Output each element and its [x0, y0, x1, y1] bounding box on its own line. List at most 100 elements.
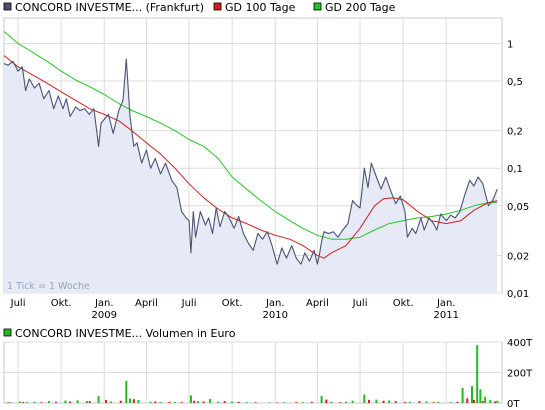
volume-bar-red — [325, 399, 328, 403]
volume-bar — [159, 402, 162, 403]
price-y-tick-label: 0,05 — [507, 202, 529, 213]
price-series-lines — [3, 31, 498, 265]
price-x-tick-label: Jan. — [265, 298, 285, 309]
price-x-year-label: 2011 — [434, 310, 459, 321]
volume-bar-red — [132, 399, 135, 403]
volume-bar-red — [223, 401, 226, 403]
legend-swatch-price — [3, 2, 12, 11]
volume-bar-red — [193, 400, 196, 403]
volume-bar-red — [168, 401, 171, 403]
volume-bar — [231, 401, 234, 403]
volume-bar — [174, 402, 176, 403]
price-y-tick-label: 0,02 — [507, 251, 529, 262]
price-x-tick-label: Jan. — [94, 298, 114, 309]
volume-bar — [97, 396, 100, 403]
price-y-tick-label: 0,1 — [507, 164, 523, 175]
volume-bar-red — [494, 401, 496, 403]
volume-bar — [425, 401, 428, 403]
volume-bar-red — [276, 402, 279, 403]
volume-y-tick-label: 200T — [507, 369, 533, 380]
price-panel: 1 Tick = 1 Woche 10,50,20,10,050,020,01 … — [3, 17, 529, 321]
price-legend: CONCORD INVESTME... (Frankfurt) GD 100 T… — [3, 1, 396, 14]
price-y-axis-labels: 1 0,5 0,2 0,1 0,05 0,02 0,01 — [507, 39, 529, 300]
volume-bar — [18, 401, 21, 403]
volume-bar — [283, 402, 286, 403]
volume-bar — [408, 401, 411, 403]
volume-bar — [268, 402, 271, 403]
price-x-tick-label: Okt. — [222, 298, 243, 309]
price-x-year-label: 2009 — [92, 310, 117, 321]
price-x-tick-label: Okt. — [393, 298, 414, 309]
volume-y-axis-labels: 400T 200T 0T — [507, 338, 533, 410]
volume-bar — [484, 396, 487, 403]
volume-bar-red — [180, 402, 183, 403]
volume-bar-red — [295, 402, 298, 403]
volume-bar-red — [368, 399, 370, 403]
volume-y-tick-label: 400T — [507, 338, 533, 349]
volume-bar — [76, 400, 79, 403]
volume-bar — [109, 401, 112, 403]
volume-bar — [64, 400, 67, 403]
price-x-tick-label: Juli — [10, 298, 26, 309]
price-y-tick-label: 0,2 — [507, 127, 523, 138]
volume-bar-red — [9, 402, 12, 403]
volume-bar — [125, 380, 128, 403]
price-y-tick-label: 1 — [507, 39, 513, 50]
volume-bar — [461, 387, 464, 404]
price-y-tick-label: 0,01 — [507, 289, 529, 300]
volume-bar — [197, 401, 199, 403]
price-x-tick-label: Juli — [181, 298, 197, 309]
volume-bar — [26, 402, 28, 403]
volume-bar — [85, 401, 88, 403]
volume-bar-red — [481, 401, 484, 403]
volume-bar — [489, 399, 492, 403]
price-x-axis-labels: Juli Okt. Jan. April Juli Okt. Jan. April Juli Ok… — [10, 298, 459, 321]
volume-bar — [351, 400, 354, 403]
volume-panel: 400T 200T 0T — [3, 338, 533, 410]
volume-bar-red — [237, 401, 240, 403]
volume-bar — [7, 402, 10, 403]
volume-bar — [345, 401, 347, 403]
volume-bar — [476, 345, 479, 403]
volume-bar-red — [55, 401, 57, 403]
volume-legend: CONCORD INVESTME... Volumen in Euro — [3, 327, 236, 340]
volume-bar — [129, 398, 131, 403]
price-line — [3, 58, 498, 265]
legend-label-price: CONCORD INVESTME... (Frankfurt) — [15, 1, 204, 14]
volume-bar — [301, 402, 304, 403]
volume-bar — [363, 394, 366, 403]
price-x-tick-label: April — [306, 298, 329, 309]
legend-swatch-gd100 — [213, 2, 222, 11]
volume-bar — [209, 399, 212, 403]
volume-bar-red — [310, 401, 313, 403]
gd200-line — [3, 31, 498, 240]
price-y-tick-label: 0,5 — [507, 77, 523, 88]
volume-bar — [449, 402, 452, 403]
volume-bar-red — [40, 402, 43, 403]
volume-bar-red — [69, 401, 72, 403]
volume-bar — [137, 399, 140, 403]
volume-bar-red — [432, 402, 435, 403]
volume-bar — [388, 400, 391, 403]
volume-bar-red — [418, 401, 421, 403]
volume-bar-red — [456, 401, 459, 403]
volume-bar — [33, 401, 36, 403]
price-x-tick-label: Juli — [352, 298, 368, 309]
price-x-year-label: 2010 — [263, 310, 288, 321]
volume-bar — [330, 401, 333, 403]
volume-bar — [149, 401, 152, 403]
price-x-tick-label: Okt. — [51, 298, 72, 309]
volume-bar-red — [404, 402, 406, 403]
price-x-tick-label: Jan. — [436, 298, 456, 309]
volume-bar-red — [394, 401, 397, 403]
volume-bar — [471, 386, 473, 403]
volume-bar-red — [119, 400, 122, 403]
volume-bar — [245, 402, 248, 403]
tick-note: 1 Tick = 1 Woche — [7, 281, 90, 292]
legend-swatch-gd200 — [313, 2, 322, 11]
volume-bar-red — [254, 402, 257, 403]
legend-label-volume: CONCORD INVESTME... Volumen in Euro — [15, 327, 236, 340]
volume-bar — [375, 399, 378, 403]
volume-bar — [479, 389, 482, 403]
